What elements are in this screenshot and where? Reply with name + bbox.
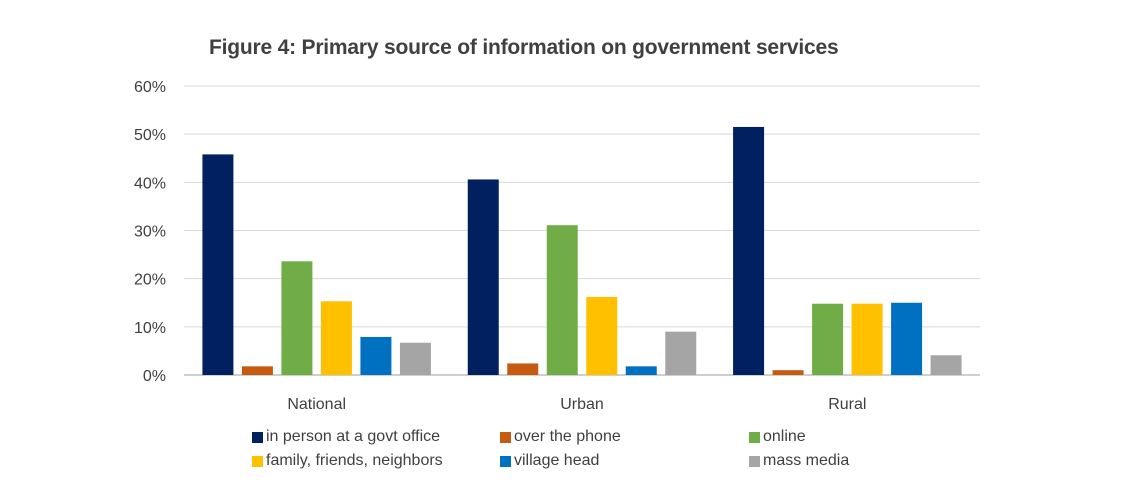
legend-swatch xyxy=(252,431,263,443)
bar xyxy=(812,303,844,375)
bar xyxy=(281,261,313,375)
bar xyxy=(202,154,234,375)
bar xyxy=(241,366,273,375)
legend-swatch xyxy=(500,455,511,467)
y-tick-label: 20% xyxy=(134,272,166,289)
legend-swatch xyxy=(252,455,263,467)
legend-item: mass media xyxy=(749,452,849,470)
legend-item: family, friends, neighbors xyxy=(252,452,443,470)
bar xyxy=(930,355,962,375)
y-tick-label: 40% xyxy=(134,175,166,192)
legend-label: over the phone xyxy=(514,428,621,445)
legend-item: in person at a govt office xyxy=(252,428,440,446)
legend-swatch xyxy=(500,431,511,443)
legend-label: mass media xyxy=(763,452,850,469)
gridlines xyxy=(184,85,980,376)
bar xyxy=(625,366,657,375)
legend-label: village head xyxy=(514,452,600,469)
legend-label: in person at a govt office xyxy=(266,428,441,445)
y-tick-label: 30% xyxy=(134,224,166,241)
y-tick-label: 50% xyxy=(134,127,166,144)
bar xyxy=(891,302,923,375)
bar xyxy=(772,370,804,375)
x-tick-label: Urban xyxy=(560,396,604,413)
legend-item: over the phone xyxy=(500,428,621,446)
y-axis-ticks: 0% 10% 20% 30% 40% 50% 60% xyxy=(134,79,166,385)
legend-item: online xyxy=(749,428,806,446)
x-tick-label: Rural xyxy=(828,396,866,413)
chart-title: Figure 4: Primary source of information … xyxy=(209,36,839,59)
y-tick-label: 0% xyxy=(143,368,166,385)
bar xyxy=(733,126,765,375)
bar xyxy=(507,363,539,375)
legend-swatch xyxy=(749,431,760,443)
y-tick-label: 60% xyxy=(134,79,166,96)
bar xyxy=(320,301,352,375)
bar xyxy=(546,225,578,375)
legend-label: family, friends, neighbors xyxy=(266,452,443,469)
bars xyxy=(202,126,962,375)
legend-swatch xyxy=(749,455,760,467)
x-tick-label: National xyxy=(287,396,346,413)
bar xyxy=(399,342,431,375)
legend-label: online xyxy=(763,428,806,445)
x-axis-ticks: National Urban Rural xyxy=(287,396,866,413)
legend-item: village head xyxy=(500,452,599,470)
y-tick-label: 10% xyxy=(134,320,166,337)
bar xyxy=(851,303,883,375)
bar xyxy=(360,336,392,375)
bar xyxy=(665,331,697,375)
bar xyxy=(467,179,499,375)
bar xyxy=(586,296,618,375)
